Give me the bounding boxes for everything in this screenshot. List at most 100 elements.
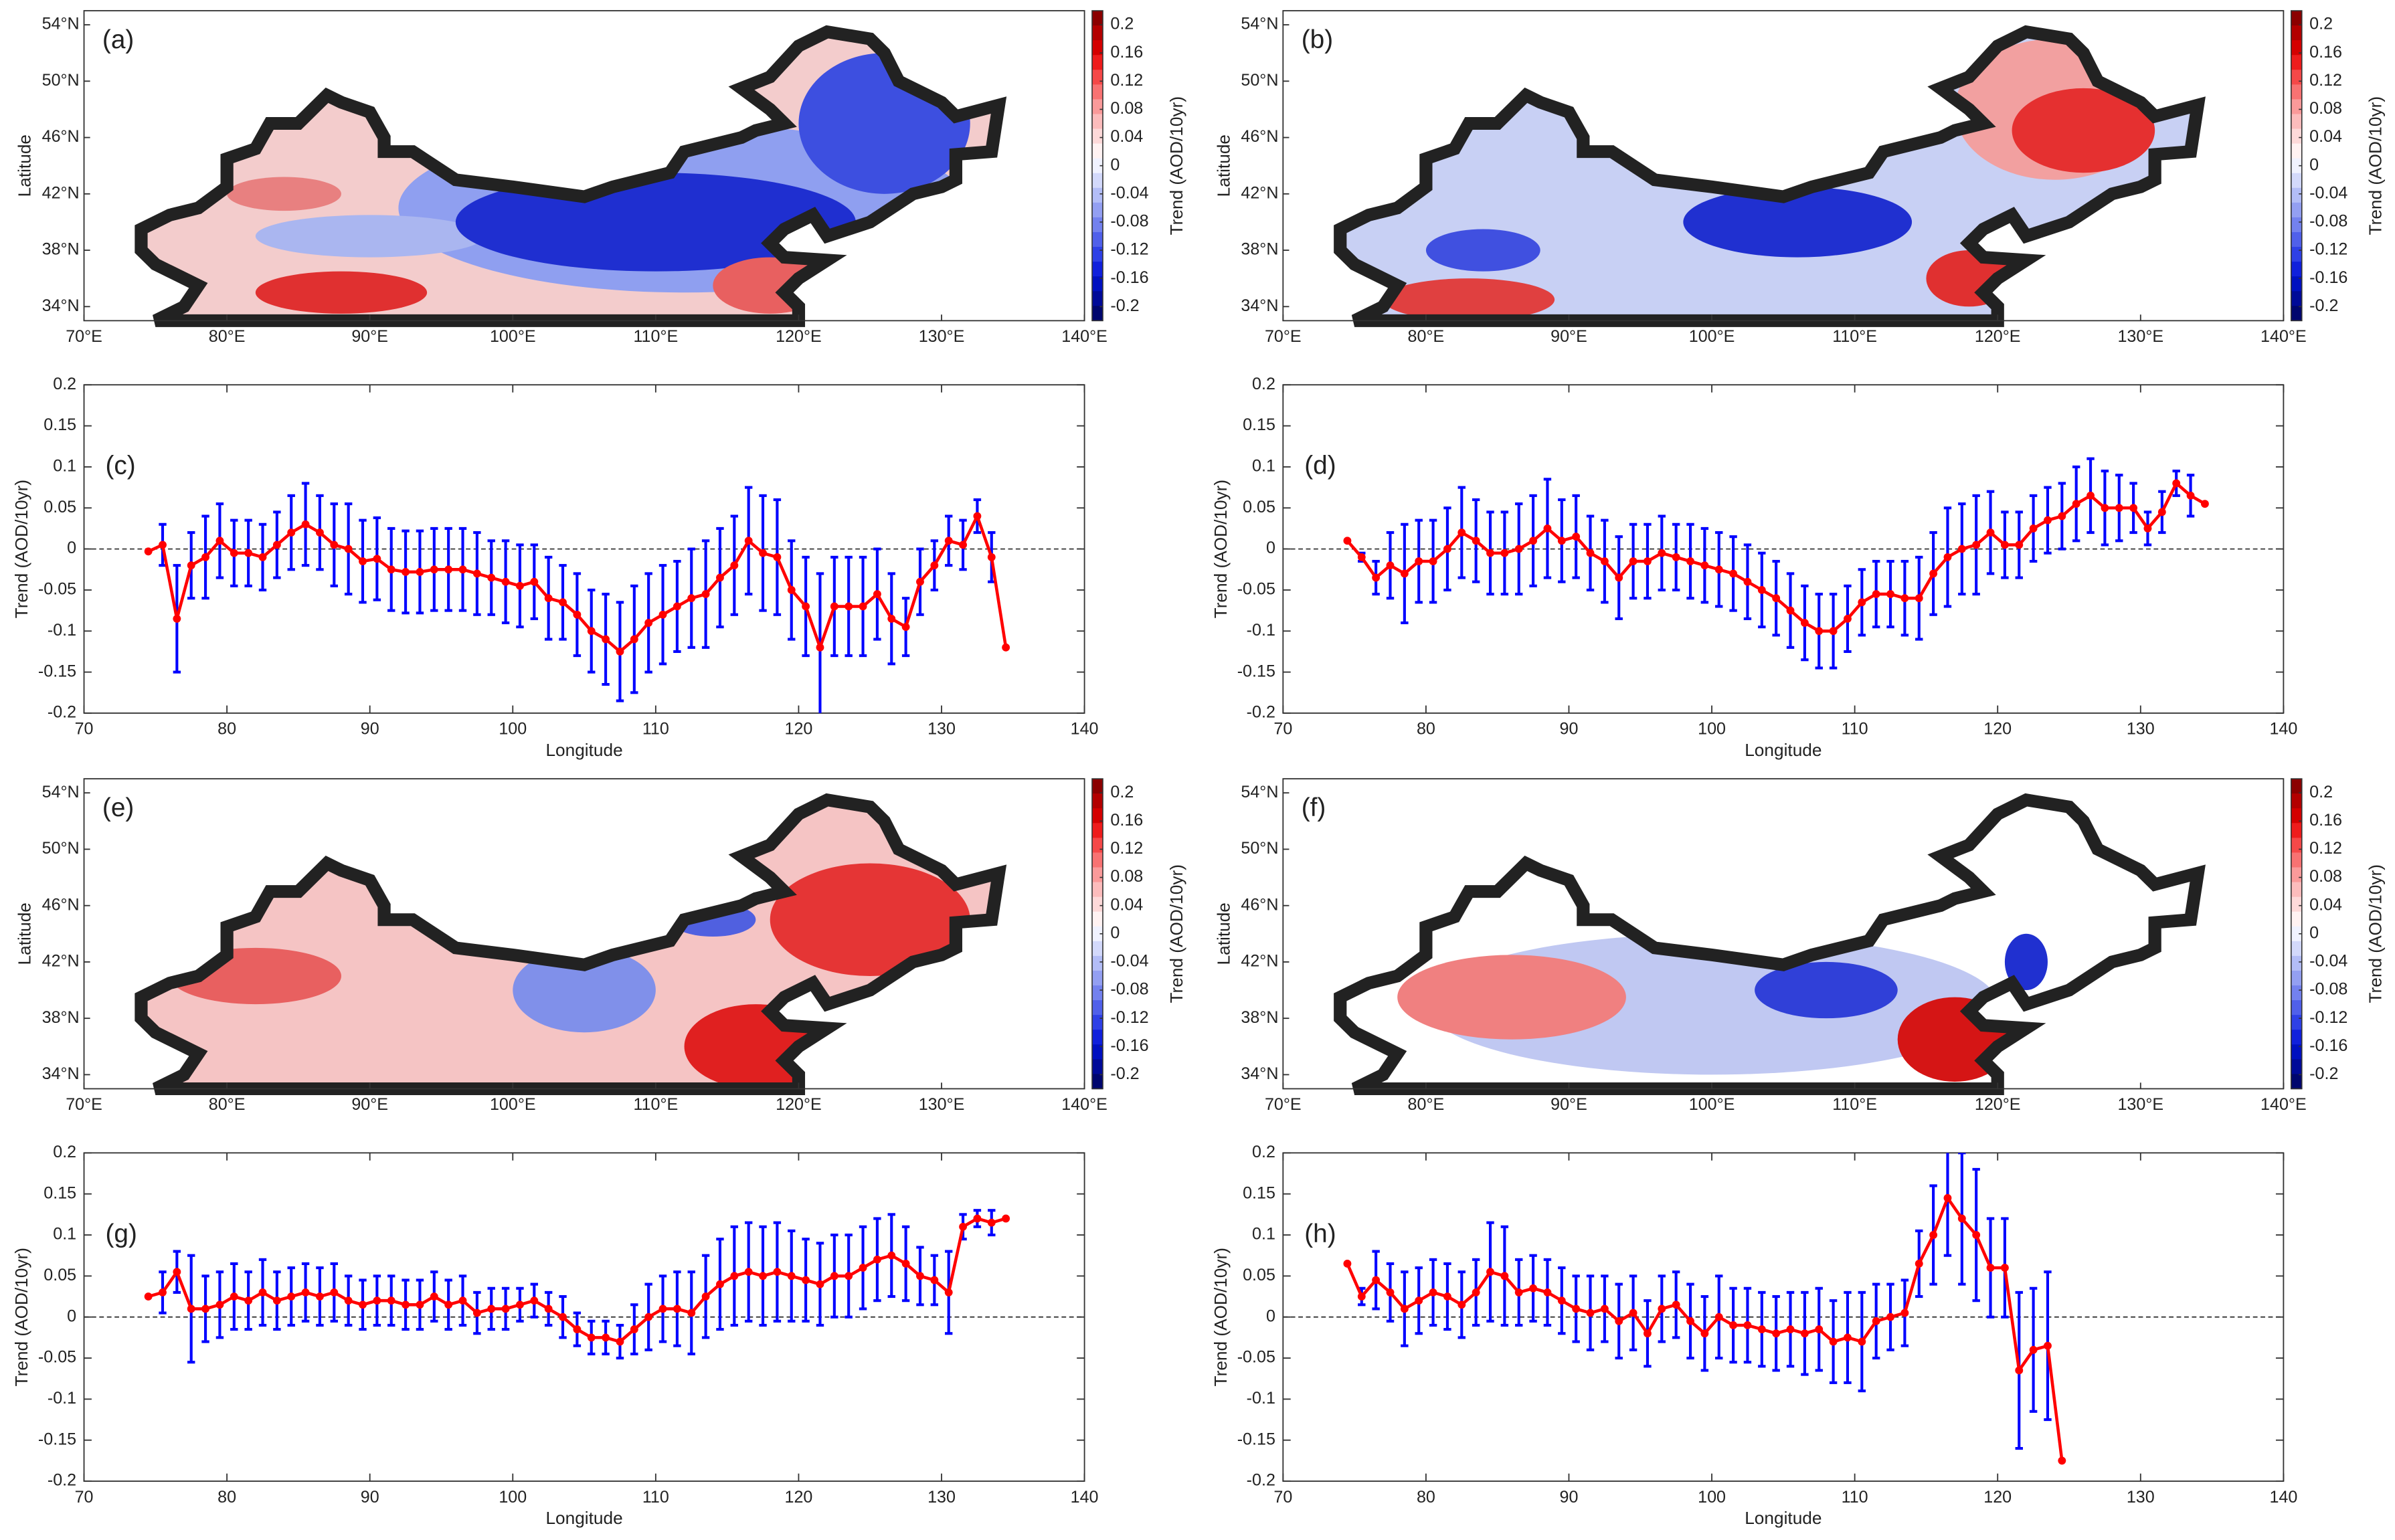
colorbar-step bbox=[2291, 291, 2302, 306]
y-tick-label: 38°N bbox=[42, 240, 80, 259]
errorbar-panel: 70 80 90 100 110 120 130 140 0.2 0.15 0.1 0.05 0 -0.0… bbox=[1211, 1143, 2297, 1528]
colorbar-step bbox=[1092, 941, 1103, 957]
trend-point bbox=[759, 549, 767, 557]
trend-point bbox=[744, 537, 753, 545]
trend-point bbox=[1514, 545, 1523, 553]
trend-point bbox=[187, 1305, 195, 1313]
colorbar-step bbox=[2291, 187, 2302, 203]
colorbar-step bbox=[1092, 1059, 1103, 1075]
trend-point bbox=[744, 1268, 753, 1276]
y-axis-label: Trend (AOD/10yr) bbox=[1211, 480, 1231, 619]
colorbar-tick-label: -0.12 bbox=[2309, 240, 2347, 259]
x-tick-label: 110°E bbox=[633, 1095, 678, 1114]
trend-point bbox=[1429, 557, 1437, 565]
y-tick-label: 0.1 bbox=[53, 457, 76, 476]
plot-area bbox=[1343, 457, 2209, 670]
y-tick-label: 46°N bbox=[1241, 895, 1278, 914]
trend-point bbox=[344, 545, 353, 553]
x-tick-label: 140°E bbox=[2260, 327, 2307, 346]
x-tick-label: 140 bbox=[2269, 720, 2297, 739]
trend-point bbox=[2143, 524, 2152, 533]
trend-point bbox=[930, 1276, 939, 1284]
trend-point bbox=[1658, 549, 1666, 557]
y-tick-label: -0.05 bbox=[38, 1348, 76, 1367]
colorbar-step bbox=[1092, 291, 1103, 306]
colorbar-tick-label: -0.16 bbox=[1110, 268, 1148, 287]
trend-point bbox=[587, 627, 596, 636]
x-tick-label: 100°E bbox=[490, 327, 536, 346]
trend-point bbox=[516, 581, 524, 590]
colorbar-step bbox=[1092, 187, 1103, 203]
trend-point bbox=[1486, 549, 1494, 557]
trend-point bbox=[1757, 586, 1766, 594]
y-tick-label: -0.05 bbox=[1237, 580, 1275, 599]
trend-point bbox=[544, 1305, 553, 1313]
trend-point bbox=[1529, 1284, 1538, 1292]
colorbar-tick-label: -0.04 bbox=[1110, 183, 1148, 202]
y-tick-label: 46°N bbox=[1241, 127, 1278, 146]
panel-label: (c) bbox=[105, 452, 135, 480]
colorbar-tick-label: 0.16 bbox=[1110, 811, 1143, 830]
colorbar-step bbox=[2291, 202, 2302, 218]
trend-point bbox=[559, 598, 567, 607]
x-tick-label: 140°E bbox=[2260, 1095, 2307, 1114]
trend-point bbox=[1844, 614, 1852, 623]
x-tick-label: 70°E bbox=[1265, 327, 1302, 346]
trend-point bbox=[673, 1305, 681, 1313]
trend-point bbox=[2015, 1366, 2024, 1375]
x-tick-label: 100°E bbox=[1689, 327, 1735, 346]
colorbar-step bbox=[1092, 970, 1103, 986]
trend-point bbox=[630, 1325, 638, 1334]
trend-point bbox=[1500, 1272, 1509, 1280]
trend-point bbox=[930, 561, 939, 570]
x-tick-label: 90 bbox=[361, 1488, 379, 1507]
colorbar-step bbox=[2291, 926, 2302, 942]
trend-point bbox=[1357, 553, 1366, 561]
trend-point bbox=[1615, 573, 1623, 582]
x-tick-label: 120 bbox=[784, 720, 812, 739]
y-tick-label: 0.2 bbox=[53, 375, 76, 393]
trend-point bbox=[1415, 1296, 1423, 1305]
trend-point bbox=[959, 541, 967, 549]
trend-point bbox=[444, 1301, 453, 1309]
y-tick-label: 42°N bbox=[1241, 183, 1278, 202]
colorbar-tick-label: -0.08 bbox=[1110, 980, 1148, 999]
map-axes: 70°E 80°E 90°E 100°E 110°E 120°E 130°E 140°E 34°… bbox=[15, 10, 1186, 346]
trend-point bbox=[287, 528, 296, 537]
y-tick-label: -0.05 bbox=[38, 580, 76, 599]
y-tick-label: 34°N bbox=[1241, 1064, 1278, 1083]
colorbar-step bbox=[2291, 970, 2302, 986]
y-tick-label: 0.1 bbox=[53, 1225, 76, 1244]
y-tick-label: 38°N bbox=[1241, 240, 1278, 259]
x-tick-label: 110 bbox=[1842, 720, 1868, 739]
x-tick-label: 90°E bbox=[1550, 327, 1587, 346]
trend-point bbox=[559, 1313, 567, 1321]
trend-point bbox=[2000, 541, 2009, 549]
x-tick-label: 80°E bbox=[209, 1095, 246, 1114]
trend-point bbox=[2101, 504, 2109, 512]
trend-point bbox=[2029, 1345, 2038, 1354]
trend-point bbox=[215, 537, 224, 545]
trend-point bbox=[573, 1325, 582, 1334]
trend-point bbox=[802, 602, 810, 611]
trend-point bbox=[859, 1264, 867, 1272]
trend-point bbox=[201, 1305, 210, 1313]
colorbar-step bbox=[2291, 808, 2302, 824]
trend-point bbox=[1386, 1288, 1395, 1296]
colorbar-tick-label: 0.16 bbox=[1110, 43, 1143, 62]
colorbar-tick-label: -0.08 bbox=[2309, 980, 2347, 999]
trend-point bbox=[402, 1301, 410, 1309]
trend-point bbox=[973, 1214, 982, 1223]
trend-point bbox=[1729, 1321, 1738, 1329]
x-tick-label: 130°E bbox=[919, 327, 965, 346]
trend-point bbox=[1714, 565, 1723, 574]
colorbar-label: Trend (AOD/10yr) bbox=[1166, 864, 1186, 1003]
trend-point bbox=[330, 1288, 339, 1296]
trend-point bbox=[230, 1292, 238, 1301]
colorbar-tick-label: -0.12 bbox=[1110, 240, 1148, 259]
trend-point bbox=[1972, 541, 1981, 549]
plot-area bbox=[144, 1209, 1010, 1364]
trend-point bbox=[1872, 590, 1880, 599]
trend-point bbox=[2058, 1456, 2066, 1465]
trend-point bbox=[1686, 557, 1694, 565]
